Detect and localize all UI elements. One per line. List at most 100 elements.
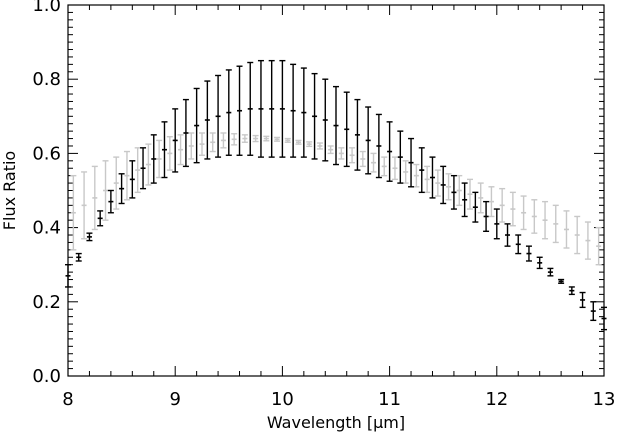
- error-bar-point: [65, 264, 71, 288]
- error-bar-point: [70, 174, 77, 251]
- error-bar-point: [188, 132, 195, 160]
- error-bar-point: [493, 208, 500, 240]
- error-bar-point: [284, 137, 291, 143]
- error-bar-point: [322, 78, 329, 162]
- error-bar-point: [552, 204, 559, 244]
- error-bar-point: [279, 59, 286, 158]
- error-bar-point: [440, 165, 447, 205]
- error-bar-point: [418, 147, 425, 194]
- x-axis-label: Wavelength [μm]: [267, 413, 405, 432]
- error-bar-point: [295, 139, 302, 145]
- y-tick-labels: 0.0 0.2 0.4 0.6 0.8 1.0: [32, 0, 61, 387]
- error-bar-point: [145, 143, 152, 186]
- y-tick-label: 0.6: [32, 143, 61, 164]
- error-bar-point: [134, 147, 141, 194]
- error-bar-point: [300, 67, 307, 158]
- x-tick-label: 11: [378, 389, 401, 410]
- error-bar-point: [370, 152, 377, 173]
- error-bar-point: [461, 182, 468, 218]
- error-bar-point: [429, 156, 436, 199]
- y-tick-label: 0.4: [32, 218, 61, 239]
- error-bar-point: [472, 191, 479, 223]
- error-bar-point: [156, 139, 163, 179]
- error-bar-point: [408, 137, 415, 188]
- error-bar-point: [456, 174, 463, 207]
- y-axis-label: Flux Ratio: [0, 151, 19, 230]
- error-bar-point: [172, 108, 179, 173]
- error-bar-point: [450, 174, 457, 210]
- error-bar-point: [150, 134, 157, 184]
- error-bar-point: [129, 160, 136, 199]
- error-bar-point: [204, 80, 211, 160]
- error-bar-point: [375, 113, 382, 179]
- error-bar-point: [509, 191, 516, 227]
- error-bar-point: [86, 232, 93, 242]
- x-tick-labels: 8 9 10 11 12 13: [62, 389, 615, 410]
- error-bar-point: [397, 130, 404, 184]
- error-bar-point: [193, 87, 200, 164]
- error-bar-point: [359, 150, 366, 168]
- y-tick-label: 0.2: [32, 292, 61, 313]
- error-bar-point: [531, 199, 538, 234]
- error-bar-point: [520, 195, 527, 231]
- error-bar-point: [499, 187, 506, 223]
- x-tick-label: 8: [62, 389, 73, 410]
- error-bar-point: [107, 189, 114, 214]
- error-bar-point: [113, 156, 120, 210]
- error-bar-point: [140, 147, 147, 190]
- error-bar-point: [542, 200, 549, 240]
- error-bar-point: [166, 136, 173, 171]
- error-bar-point: [413, 163, 420, 188]
- error-bar-point: [343, 91, 350, 168]
- axis-ticks: [67, 4, 605, 377]
- error-bar-point: [595, 226, 602, 266]
- error-bar-point: [590, 301, 597, 322]
- error-bar-point: [290, 63, 297, 158]
- error-bar-point: [504, 223, 511, 247]
- error-bar-point: [220, 132, 227, 149]
- error-bar-point: [311, 72, 318, 160]
- error-bar-point: [215, 74, 222, 158]
- error-bar-point: [75, 252, 82, 262]
- error-bar-point: [118, 173, 125, 205]
- error-bar-point: [338, 147, 345, 160]
- error-bar-point: [563, 210, 570, 249]
- error-bar-point: [386, 121, 393, 182]
- error-bar-point: [241, 134, 248, 143]
- error-bar-point: [579, 291, 586, 309]
- error-bar-point: [467, 178, 473, 210]
- error-bar-point: [97, 210, 104, 227]
- error-bar-point: [391, 156, 398, 181]
- error-bar-point: [268, 59, 275, 158]
- x-tick-label: 12: [485, 389, 508, 410]
- error-bar-point: [102, 160, 109, 221]
- error-bar-point: [316, 142, 323, 150]
- error-bar-point: [236, 65, 243, 156]
- x-tick-label: 10: [271, 389, 294, 410]
- error-bar-point: [477, 182, 484, 214]
- error-bar-point: [584, 221, 591, 260]
- error-bar-point: [365, 106, 372, 175]
- error-bar-point: [257, 59, 264, 158]
- error-bar-point: [574, 215, 581, 255]
- error-bar-point: [424, 165, 431, 194]
- series-black: [65, 59, 607, 331]
- error-bar-point: [349, 147, 356, 164]
- error-bar-point: [274, 136, 281, 142]
- data-series: [65, 59, 607, 331]
- error-bar-point: [209, 132, 216, 153]
- x-tick-label: 13: [593, 389, 616, 410]
- x-tick-label: 9: [169, 389, 180, 410]
- error-bar-point: [333, 85, 339, 166]
- error-bar-point: [247, 61, 254, 156]
- error-bar-point: [515, 234, 522, 255]
- error-bar-point: [445, 173, 452, 201]
- error-bar-point: [558, 278, 565, 284]
- plot-border: [67, 4, 605, 377]
- plot-frame: [67, 4, 605, 377]
- error-bar-point: [601, 306, 607, 331]
- error-bar-point: [231, 133, 238, 146]
- error-bar-point: [354, 98, 361, 171]
- error-bar-point: [381, 156, 388, 177]
